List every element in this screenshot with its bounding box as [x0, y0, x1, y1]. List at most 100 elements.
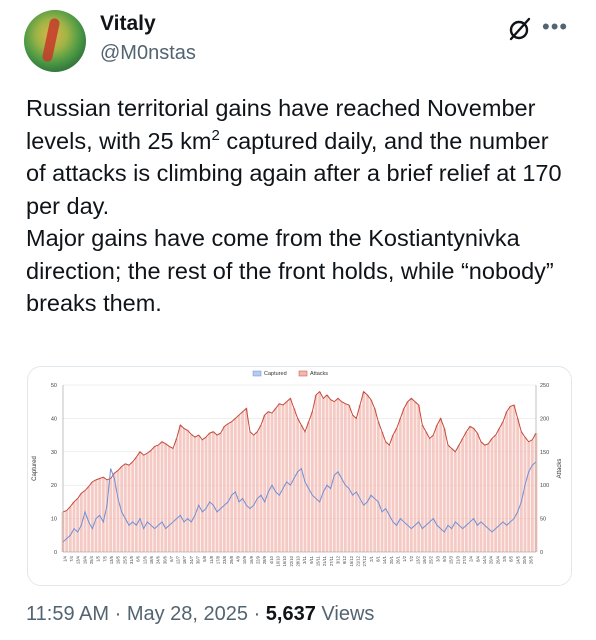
tweet-text-part: Russian territorial gains have reached N…	[26, 95, 536, 154]
attacks-bar	[508, 406, 512, 552]
x-tick-label: 18/6	[149, 555, 154, 564]
x-tick-label: 14/1	[382, 555, 387, 564]
attacks-bar	[299, 425, 303, 552]
x-tick-label: 15/11	[315, 555, 320, 566]
x-tick-label: 5/8	[202, 555, 207, 561]
chart-card[interactable]: 0 10 20 30 40 50 0 50 100 150 200 250 1/4 7/4 13/4 19/4…	[27, 366, 572, 586]
attacks-bar	[296, 418, 300, 552]
attacks-bar	[450, 448, 454, 552]
attacks-bar	[79, 493, 83, 552]
attacks-bar	[200, 439, 204, 552]
captured-line	[62, 461, 537, 543]
views-label: Views	[315, 603, 375, 625]
attacks-bar	[373, 408, 377, 552]
attacks-bar	[431, 435, 435, 552]
attacks-bar	[439, 418, 443, 552]
attacks-bar	[307, 421, 311, 552]
slashed-circle-icon[interactable]	[507, 16, 533, 42]
tweet-date[interactable]: May 28, 2025	[126, 603, 249, 625]
x-tick-label: 30/7	[196, 555, 201, 564]
x-tick-label: 13/4	[76, 555, 81, 564]
attacks-bar	[164, 443, 168, 552]
avatar[interactable]	[24, 10, 86, 72]
attacks-bar	[156, 445, 160, 552]
attacks-bar	[222, 426, 226, 552]
attacks-bar	[523, 437, 527, 552]
legend-swatch-attacks	[298, 370, 308, 377]
y-left-tick-label: 40	[51, 416, 57, 422]
attacks-bar	[420, 425, 424, 552]
more-dots-icon[interactable]: •••	[542, 14, 569, 39]
y-right-axis-title: Attacks	[557, 459, 563, 479]
attacks-bar	[149, 450, 153, 552]
attacks-bar	[87, 486, 91, 552]
attacks-bar	[384, 441, 388, 552]
attacks-bar	[72, 501, 76, 552]
x-tick-label: 1/5	[96, 555, 101, 561]
x-tick-label: 2/5	[502, 555, 507, 561]
x-tick-label: 7/5	[102, 555, 107, 561]
attacks-bar	[380, 431, 384, 552]
attacks-bar	[486, 443, 490, 552]
x-tick-label: 31/5	[129, 555, 134, 564]
attacks-bar	[189, 434, 193, 552]
attacks-bar	[131, 461, 135, 552]
x-tick-label: 3/3	[435, 555, 440, 561]
attacks-bar	[145, 453, 149, 552]
x-tick-label: 12/7	[176, 555, 181, 564]
y-right-tick-label: 0	[540, 550, 543, 556]
attacks-bar	[244, 408, 248, 552]
attacks-bar	[255, 431, 259, 552]
x-tick-label: 20/4	[489, 555, 494, 564]
attacks-bar	[310, 411, 314, 552]
attacks-bar	[343, 403, 347, 552]
x-tick-label: 18/7	[182, 555, 187, 564]
views-count[interactable]: 5,637	[265, 603, 316, 625]
attacks-bar	[391, 435, 395, 552]
attacks-bar	[65, 510, 69, 552]
attacks-bar	[167, 446, 171, 552]
x-tick-label: 24/7	[189, 555, 194, 564]
attacks-bar	[490, 438, 494, 552]
attacks-bar	[413, 401, 417, 552]
author-handle[interactable]: @M0nstas	[100, 42, 196, 64]
chart: 0 10 20 30 40 50 0 50 100 150 200 250 1/4 7/4 13/4 19/4…	[32, 370, 563, 566]
attacks-bar	[336, 398, 340, 552]
attacks-bar	[101, 477, 105, 552]
attacks-bar	[160, 441, 164, 552]
attacks-bar	[259, 425, 263, 552]
attacks-bar	[175, 438, 179, 552]
x-tick-label: 9/11	[309, 555, 314, 564]
x-tick-label: 21/12	[355, 555, 360, 566]
x-tick-label: 6/7	[169, 555, 174, 561]
attacks-bar	[530, 439, 534, 552]
attacks-bar	[501, 421, 505, 552]
x-tick-label: 26/5	[529, 555, 534, 564]
attacks-bar	[123, 463, 127, 552]
x-tick-label: 26/1	[395, 555, 400, 564]
attacks-bar	[211, 431, 215, 552]
attacks-bar	[398, 418, 402, 552]
x-tick-label: 27/11	[329, 555, 334, 566]
attacks-bar	[138, 451, 142, 552]
author-name[interactable]: Vitaly	[100, 12, 156, 35]
attacks-bar	[446, 445, 450, 552]
attacks-bar	[468, 426, 472, 552]
attacks-bar	[409, 398, 413, 552]
attacks-bar	[365, 395, 369, 552]
separator: ·	[109, 603, 127, 625]
y-left-tick-label: 10	[51, 517, 57, 523]
attacks-bar	[142, 455, 146, 552]
attacks-line	[62, 390, 537, 513]
attacks-bar	[442, 428, 446, 552]
attacks-bar	[358, 405, 362, 552]
x-tick-label: 13/5	[109, 555, 114, 564]
x-tick-label: 27/3	[462, 555, 467, 564]
attacks-bar	[178, 425, 182, 552]
attacks-bar	[475, 433, 479, 552]
x-tick-label: 22/9	[256, 555, 261, 564]
x-tick-label: 13/2	[415, 555, 420, 564]
x-tick-label: 10/9	[242, 555, 247, 564]
tweet-time[interactable]: 11:59 AM	[26, 603, 110, 625]
attacks-bar	[241, 411, 245, 552]
